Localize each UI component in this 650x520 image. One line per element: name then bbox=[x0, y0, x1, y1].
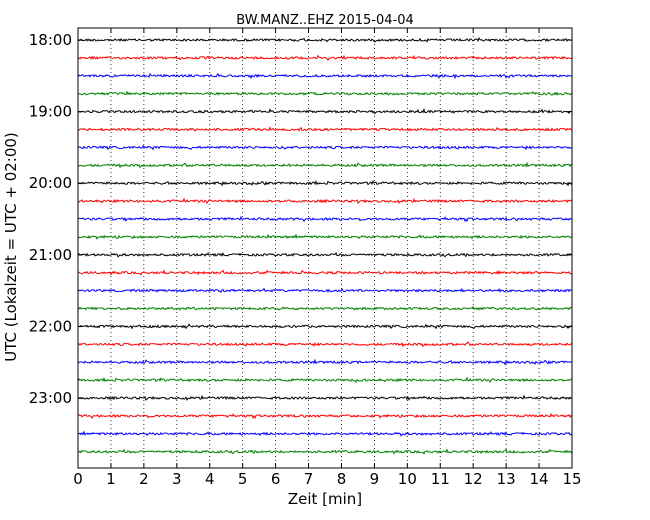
seismic-trace bbox=[77, 233, 573, 240]
seismic-trace bbox=[77, 107, 573, 115]
x-tick-label: 13 bbox=[497, 470, 516, 488]
y-tick-label: 20:00 bbox=[29, 174, 72, 192]
x-tick-label: 7 bbox=[304, 470, 314, 488]
seismic-trace bbox=[77, 126, 573, 132]
seismic-trace bbox=[77, 90, 573, 96]
y-tick-label: 23:00 bbox=[29, 389, 72, 407]
y-tick-label: 22:00 bbox=[29, 317, 72, 335]
seismic-trace bbox=[77, 161, 573, 169]
x-tick-label: 3 bbox=[172, 470, 182, 488]
x-tick-label: 15 bbox=[562, 470, 581, 488]
x-tick-label: 11 bbox=[431, 470, 450, 488]
seismic-trace bbox=[77, 215, 573, 223]
x-tick-label: 5 bbox=[238, 470, 248, 488]
x-axis: 0 1 2 3 4 5 6 7 8 9 10 11 12 13 14 15 bbox=[73, 28, 582, 488]
seismic-trace bbox=[77, 144, 573, 151]
y-tick-label: 21:00 bbox=[29, 246, 72, 264]
seismic-trace bbox=[77, 358, 573, 366]
chart-title: BW.MANZ..EHZ 2015-04-04 bbox=[236, 13, 414, 28]
seismic-trace bbox=[77, 412, 573, 420]
seismic-trace bbox=[77, 394, 573, 401]
x-tick-label: 6 bbox=[271, 470, 281, 488]
y-axis-label: UTC (Lokalzeit = UTC + 02:00) bbox=[2, 132, 20, 362]
y-tick-label: 18:00 bbox=[29, 31, 72, 49]
x-tick-label: 10 bbox=[398, 470, 417, 488]
seismic-trace bbox=[77, 287, 573, 294]
seismic-trace bbox=[77, 341, 573, 348]
x-tick-label: 1 bbox=[106, 470, 116, 488]
seismic-trace bbox=[77, 430, 573, 437]
vertical-grid bbox=[110, 28, 540, 468]
seismic-trace bbox=[77, 180, 573, 187]
y-axis: 18:00 19:00 20:00 21:00 22:00 23:00 bbox=[29, 31, 572, 407]
seismic-trace bbox=[77, 305, 573, 311]
seismic-trace bbox=[77, 448, 573, 455]
x-tick-label: 2 bbox=[139, 470, 149, 488]
plot-frame bbox=[77, 27, 573, 469]
seismic-trace bbox=[77, 197, 573, 205]
y-tick-label: 19:00 bbox=[29, 103, 72, 121]
seismic-trace bbox=[77, 37, 573, 43]
seismic-trace bbox=[77, 323, 573, 330]
x-tick-label: 0 bbox=[73, 470, 83, 488]
x-tick-label: 9 bbox=[370, 470, 380, 488]
seismic-trace bbox=[77, 251, 573, 258]
traces bbox=[77, 37, 573, 455]
seismic-trace bbox=[77, 54, 573, 61]
x-tick-label: 14 bbox=[530, 470, 549, 488]
seismic-trace bbox=[77, 376, 573, 384]
seismic-trace bbox=[77, 269, 573, 276]
x-tick-label: 8 bbox=[337, 470, 347, 488]
seismic-trace bbox=[77, 72, 573, 80]
x-tick-label: 12 bbox=[464, 470, 483, 488]
x-tick-label: 4 bbox=[205, 470, 215, 488]
x-axis-label: Zeit [min] bbox=[288, 490, 362, 508]
